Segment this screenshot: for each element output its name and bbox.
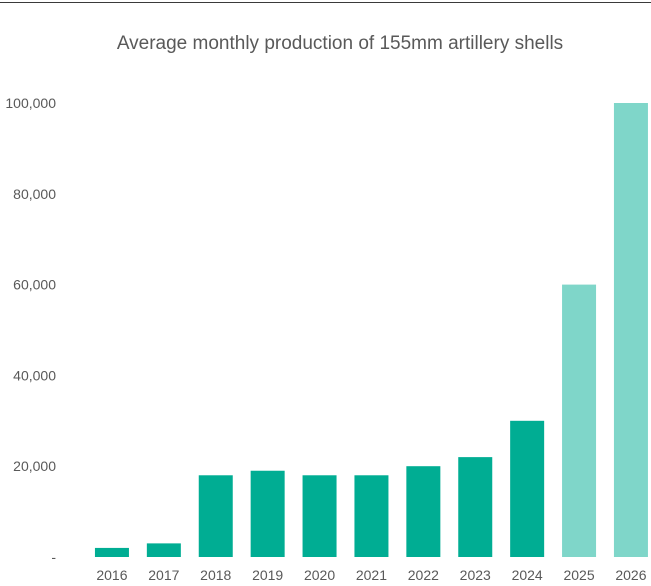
x-tick-label: 2025 (563, 567, 594, 583)
y-tick-label: 60,000 (13, 277, 56, 293)
y-tick-label: 100,000 (5, 95, 56, 111)
x-tick-label: 2020 (304, 567, 335, 583)
y-tick-label: - (51, 549, 56, 565)
bar-2021 (354, 475, 389, 557)
bar-2019 (250, 470, 285, 557)
x-tick-label: 2026 (615, 567, 646, 583)
x-tick-label: 2023 (460, 567, 491, 583)
bar-2024 (510, 420, 545, 557)
bar-2018 (198, 475, 233, 557)
x-tick-label: 2022 (408, 567, 439, 583)
y-tick-label: 80,000 (13, 186, 56, 202)
x-tick-label: 2021 (356, 567, 387, 583)
bar-2022 (406, 466, 441, 557)
bar-2023 (458, 457, 493, 557)
bar-2017 (146, 543, 181, 557)
top-border-line (0, 2, 651, 3)
x-tick-label: 2024 (512, 567, 543, 583)
bar-2020 (302, 475, 337, 557)
x-tick-label: 2016 (96, 567, 127, 583)
bar-2026 (613, 103, 648, 557)
bar-2025 (562, 284, 597, 557)
bar-2016 (94, 547, 129, 557)
x-tick-label: 2017 (148, 567, 179, 583)
y-tick-label: 20,000 (13, 458, 56, 474)
y-tick-label: 40,000 (13, 367, 56, 383)
chart-title: Average monthly production of 155mm arti… (116, 33, 564, 54)
x-tick-label: 2018 (200, 567, 231, 583)
x-tick-label: 2019 (252, 567, 283, 583)
